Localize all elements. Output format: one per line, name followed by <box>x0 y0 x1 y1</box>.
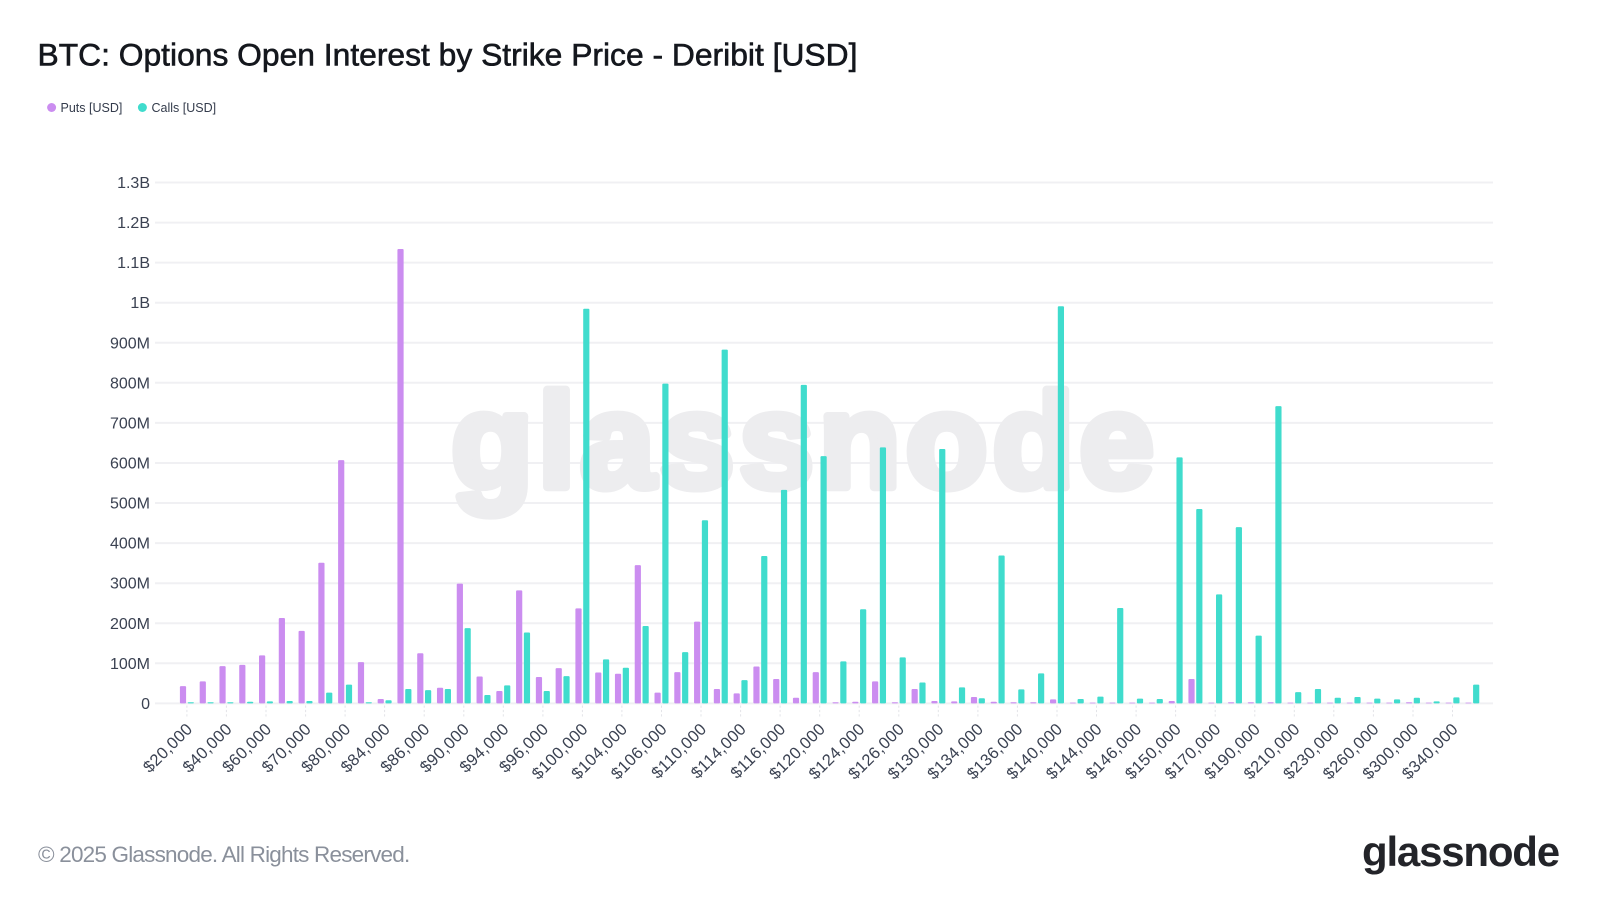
svg-text:0: 0 <box>141 696 150 713</box>
svg-text:1B: 1B <box>130 295 150 312</box>
svg-text:1.2B: 1.2B <box>117 215 150 232</box>
svg-text:1.1B: 1.1B <box>117 255 150 272</box>
svg-text:600M: 600M <box>110 456 150 473</box>
svg-text:300M: 300M <box>110 576 150 593</box>
svg-text:100M: 100M <box>110 656 150 673</box>
svg-text:500M: 500M <box>110 496 150 513</box>
svg-text:700M: 700M <box>110 415 150 432</box>
svg-text:BTC: Options Open Interest by: BTC: Options Open Interest by Strike Pri… <box>38 37 858 73</box>
svg-text:200M: 200M <box>110 616 150 633</box>
svg-text:400M: 400M <box>110 536 150 553</box>
svg-text:1.3B: 1.3B <box>117 175 150 192</box>
svg-text:Puts [USD]: Puts [USD] <box>61 101 123 115</box>
svg-text:glassnode: glassnode <box>1362 828 1559 875</box>
svg-text:800M: 800M <box>110 375 150 392</box>
svg-text:900M: 900M <box>110 335 150 352</box>
svg-text:Calls [USD]: Calls [USD] <box>152 101 217 115</box>
svg-text:© 2025 Glassnode. All Rights R: © 2025 Glassnode. All Rights Reserved. <box>38 842 409 867</box>
